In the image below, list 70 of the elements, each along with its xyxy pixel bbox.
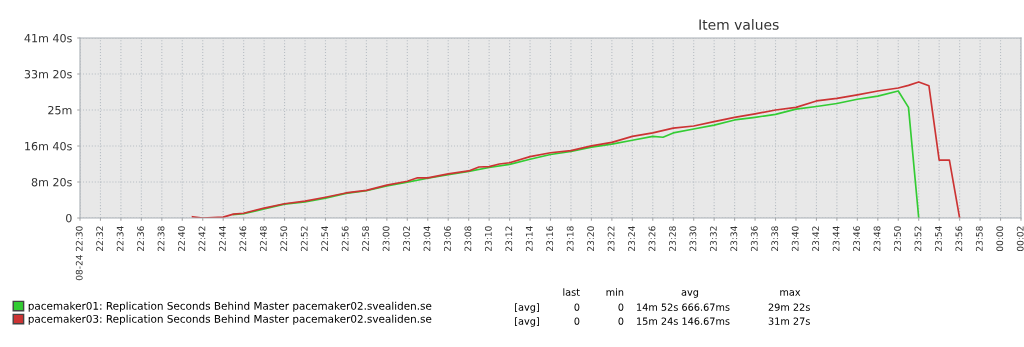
x-tick-label: 23:00 (382, 226, 390, 251)
y-tick-label: 41m 40s (24, 33, 72, 43)
text: [avg] (515, 303, 539, 313)
x-tick-label: 23:30 (689, 226, 697, 251)
x-tick-label: 22:38 (157, 226, 165, 251)
text: avg (681, 290, 699, 298)
legend-label: pacemaker03: Replication Seconds Behind Master pacemaker02.svealiden.se (28, 314, 432, 325)
x-tick-label: 23:20 (587, 226, 595, 251)
x-tick-label: 23:42 (812, 226, 820, 251)
x-tick-label: 22:32 (96, 226, 104, 251)
text: last (563, 288, 580, 296)
x-tick-label: 23:54 (934, 226, 942, 251)
x-tick-label: 22:46 (239, 226, 247, 251)
x-tick-label: 22:36 (137, 226, 144, 251)
y-tick-label: 33m 20s (24, 69, 72, 79)
text: [avg] (515, 317, 539, 327)
legend-label: pacemaker01: Replication Seconds Behind Master pacemaker02.svealiden.se (28, 301, 432, 312)
x-tick-label: 23:36 (750, 226, 758, 251)
x-tick-label: 23:38 (771, 226, 779, 251)
x-tick-label: 23:18 (566, 226, 574, 251)
text: 31m 27s (768, 317, 810, 325)
y-tick-label: 16m 40s (25, 141, 72, 151)
x-tick-label: 00:00 (996, 226, 1004, 252)
x-tick-label: 23:08 (464, 226, 472, 251)
text: 0 (574, 303, 580, 311)
x-tick-label: 23:24 (628, 226, 635, 251)
x-tick-label: 08-24 22:30 (75, 226, 83, 281)
x-tick-label: 23:12 (505, 226, 513, 251)
y-tick-label: 0 (66, 213, 72, 223)
x-tick-label: 22:34 (116, 226, 124, 251)
x-tick-label: 23:34 (730, 226, 738, 251)
x-tick-label: 23:32 (709, 226, 717, 251)
text: 0 (618, 317, 624, 325)
x-tick-label: 23:10 (484, 226, 492, 251)
chart-title: Item values (699, 19, 779, 30)
x-tick-label: 22:42 (198, 226, 206, 251)
x-tick-label: 23:06 (444, 226, 451, 251)
y-tick-label: 25m (48, 105, 72, 115)
x-tick-label: 23:46 (853, 226, 860, 251)
x-tick-label: 23:28 (669, 226, 676, 251)
x-tick-label: 23:14 (525, 226, 533, 251)
x-tick-label: 23:58 (975, 226, 983, 251)
x-tick-label: 22:58 (362, 226, 370, 251)
x-tick-label: 23:50 (894, 226, 901, 251)
x-tick-label: 22:40 (178, 226, 185, 251)
x-tick-label: 23:48 (873, 226, 881, 251)
x-tick-label: 23:44 (832, 226, 840, 251)
text: 15m 24s 146.67ms (637, 317, 730, 325)
text: 0 (574, 317, 580, 325)
x-tick-label: 22:44 (218, 226, 226, 251)
x-tick-label: 23:04 (423, 226, 431, 251)
x-tick-label: 23:02 (403, 226, 410, 251)
x-tick-label: 23:52 (914, 226, 922, 251)
x-tick-label: 22:52 (300, 226, 308, 251)
x-tick-label: 22:54 (321, 226, 329, 251)
x-tick-label: 23:16 (546, 226, 554, 251)
x-tick-label: 23:22 (607, 226, 615, 251)
text: min (606, 288, 624, 296)
text: 0 (618, 303, 624, 311)
x-tick-label: 00:02 (1016, 226, 1024, 252)
text: 29m 22s (768, 303, 810, 311)
x-tick-label: 22:56 (341, 226, 349, 251)
x-tick-label: 22:48 (259, 226, 267, 251)
text: max (780, 290, 801, 296)
text: 14m 52s 666.67ms (637, 303, 730, 311)
x-tick-label: 22:50 (280, 226, 288, 251)
x-tick-label: 23:40 (791, 226, 799, 251)
x-tick-label: 23:26 (648, 226, 656, 251)
x-tick-label: 23:56 (955, 226, 963, 251)
y-tick-label: 8m 20s (31, 177, 72, 187)
